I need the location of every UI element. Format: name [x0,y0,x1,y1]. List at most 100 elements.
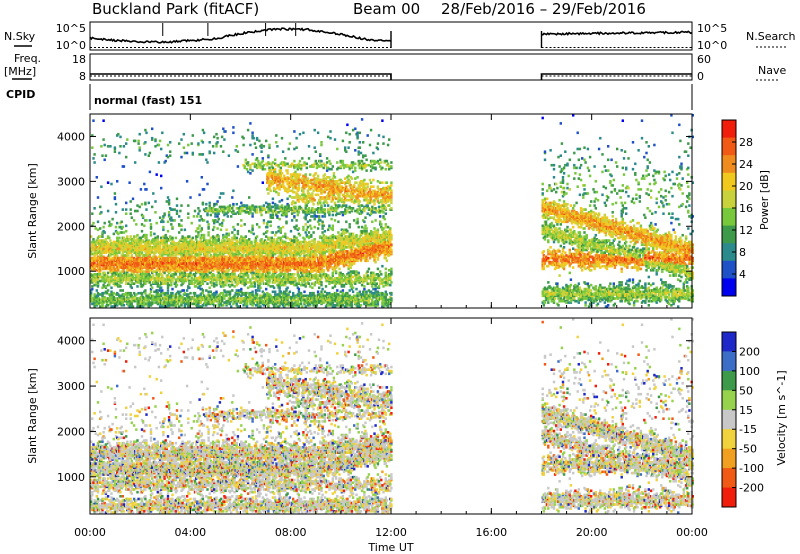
power-cell [103,256,106,260]
power-cell [99,235,102,238]
power-cell [173,301,176,304]
power-cell [95,304,98,307]
power-cell [160,291,163,295]
power-cell [201,256,205,260]
power-cell [180,138,183,141]
power-cell [275,256,278,260]
power-cell [197,302,200,306]
power-cell [259,286,262,290]
power-cell [90,289,93,292]
power-cell [250,252,253,256]
power-cell [222,219,225,222]
power-cell [228,283,232,287]
power-cell [207,233,210,237]
power-cell [225,235,228,238]
power-cell [155,271,158,275]
power-cell [120,242,123,245]
power-cell [157,293,161,296]
power-cell [117,267,120,271]
power-cell [240,290,243,294]
power-cell [214,278,217,281]
power-cell [146,267,149,271]
power-cell [226,290,229,294]
power-cell [204,275,207,279]
nsky-label: N.Sky [4,30,36,43]
power-cell [183,304,187,307]
power-cell [262,219,266,222]
power-cell [267,304,270,307]
power-cell [119,256,122,260]
power-cell [132,256,136,260]
noise-panel-frame [89,21,693,51]
power-cell [262,204,266,207]
power-cell [271,270,275,273]
power-cell [125,224,128,228]
power-cell [163,236,166,240]
power-cell [243,204,246,207]
power-cell [148,281,152,284]
power-cell [100,256,103,260]
power-cell [259,166,262,170]
power-cell [116,236,119,240]
power-cell [162,215,165,218]
power-cell [91,256,94,260]
power-cell [216,215,219,218]
power-cell [164,252,167,256]
power-cell [268,174,271,178]
power-cell [255,242,259,245]
power-cell [235,247,238,250]
power-cell [214,298,217,302]
power-cell [283,185,286,188]
power-cell [175,269,179,272]
power-cell [266,229,269,233]
power-cell [226,205,229,209]
power-cell [275,302,278,306]
power-cell [165,236,168,240]
power-cell [97,301,101,304]
power-cell [104,250,108,253]
power-cell [246,170,250,174]
power-cell [130,266,133,269]
power-cell [127,282,130,285]
power-cell [169,150,172,153]
power-cell [220,250,224,253]
power-cell [181,250,184,253]
power-cell [251,224,254,228]
power-cell [260,143,263,147]
power-cell [277,225,280,229]
power-cell [130,286,133,290]
power-cell [215,283,218,287]
power-cell [145,219,148,222]
power-cell [90,250,93,253]
power-cell [230,305,233,308]
power-cell [213,285,216,288]
power-cell [169,302,172,306]
power-cell [234,267,237,271]
power-cell [243,166,246,170]
power-cell [162,277,165,280]
power-cell [132,297,136,300]
power-cell [202,243,206,246]
power-cell [128,279,131,283]
power-cell [134,267,137,271]
power-cell [137,291,140,295]
power-cell [287,304,290,307]
power-cell [208,201,211,205]
power-cell [236,165,240,168]
power-cell [105,291,109,295]
power-cell [211,266,215,269]
power-cell [276,204,279,207]
power-cell [242,304,245,307]
power-cell [252,271,255,275]
power-cell [154,200,157,203]
power-cell [182,278,185,281]
power-cell [104,267,108,271]
power-cell [175,197,179,201]
power-cell [147,278,150,281]
power-cell [114,202,118,206]
power-cell [176,275,180,279]
power-cell [158,283,162,287]
power-cell [131,267,135,271]
power-cell [260,275,263,279]
power-cell [169,255,172,259]
